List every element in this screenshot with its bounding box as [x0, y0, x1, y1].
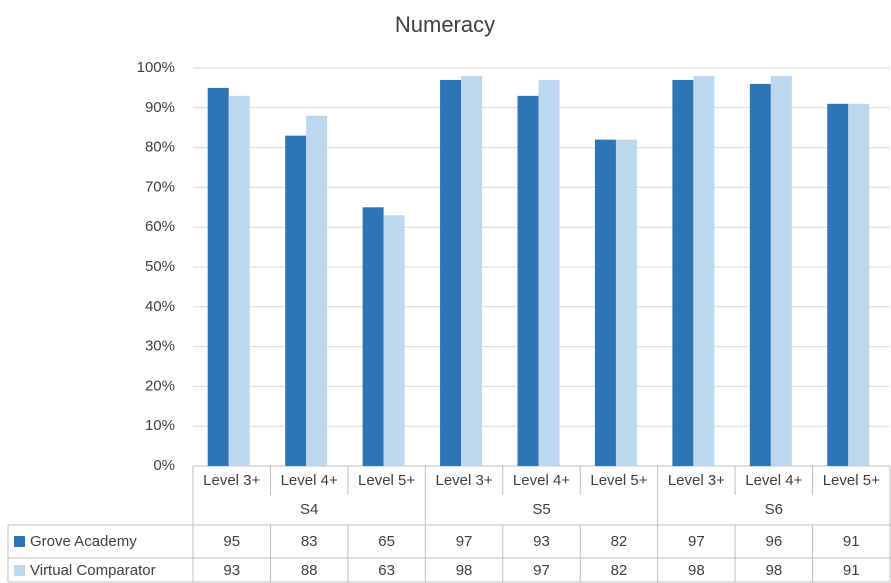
bar [693, 75, 715, 467]
table-value: 65 [378, 533, 395, 550]
y-tick-label: 0% [153, 457, 175, 474]
bar [461, 75, 483, 467]
x-tick-label: Level 3+ [435, 472, 492, 489]
bar [848, 103, 870, 466]
table-value: 95 [223, 533, 240, 550]
x-tick-label: Level 3+ [203, 472, 260, 489]
bar [538, 79, 560, 466]
y-tick-label: 100% [137, 59, 175, 76]
table-value: 97 [688, 533, 705, 550]
bar [672, 79, 694, 466]
bar [440, 79, 462, 466]
bar [362, 207, 384, 467]
x-tick-label: Level 3+ [668, 472, 725, 489]
legend-label: Virtual Comparator [30, 562, 156, 579]
bar [770, 75, 792, 467]
table-value: 82 [611, 533, 628, 550]
bar [207, 87, 229, 467]
chart-title: Numeracy [395, 12, 495, 37]
table-value: 98 [688, 562, 705, 579]
table-value: 98 [765, 562, 782, 579]
bar [615, 139, 637, 466]
table-value: 93 [223, 562, 240, 579]
x-tick-label: Level 5+ [590, 472, 647, 489]
y-tick-label: 20% [145, 377, 175, 394]
bar [517, 95, 539, 467]
table-value: 97 [456, 533, 473, 550]
bar [306, 115, 328, 466]
y-tick-label: 40% [145, 298, 175, 315]
bar [383, 215, 405, 466]
y-tick-label: 30% [145, 338, 175, 355]
group-label: S4 [300, 501, 318, 518]
table-value: 82 [611, 562, 628, 579]
table-value: 83 [301, 533, 318, 550]
x-tick-label: Level 4+ [745, 472, 802, 489]
bar [285, 135, 307, 466]
y-tick-label: 90% [145, 99, 175, 116]
table-value: 91 [843, 533, 860, 550]
table-value: 91 [843, 562, 860, 579]
table-value: 63 [378, 562, 395, 579]
bar [749, 83, 771, 467]
bar [594, 139, 616, 466]
y-tick-label: 80% [145, 139, 175, 156]
table-value: 98 [456, 562, 473, 579]
x-tick-label: Level 5+ [358, 472, 415, 489]
legend-label: Grove Academy [30, 533, 137, 550]
group-label: S6 [765, 501, 783, 518]
table-value: 93 [533, 533, 550, 550]
y-tick-label: 10% [145, 417, 175, 434]
bar [228, 95, 250, 467]
legend-key [14, 565, 25, 576]
table-value: 97 [533, 562, 550, 579]
legend-key [14, 536, 25, 547]
x-tick-label: Level 4+ [513, 472, 570, 489]
table-value: 88 [301, 562, 318, 579]
y-tick-label: 50% [145, 258, 175, 275]
y-tick-label: 70% [145, 178, 175, 195]
x-tick-label: Level 5+ [823, 472, 880, 489]
bar [827, 103, 849, 466]
y-tick-label: 60% [145, 218, 175, 235]
table-value: 96 [765, 533, 782, 550]
group-label: S5 [532, 501, 550, 518]
x-tick-label: Level 4+ [281, 472, 338, 489]
